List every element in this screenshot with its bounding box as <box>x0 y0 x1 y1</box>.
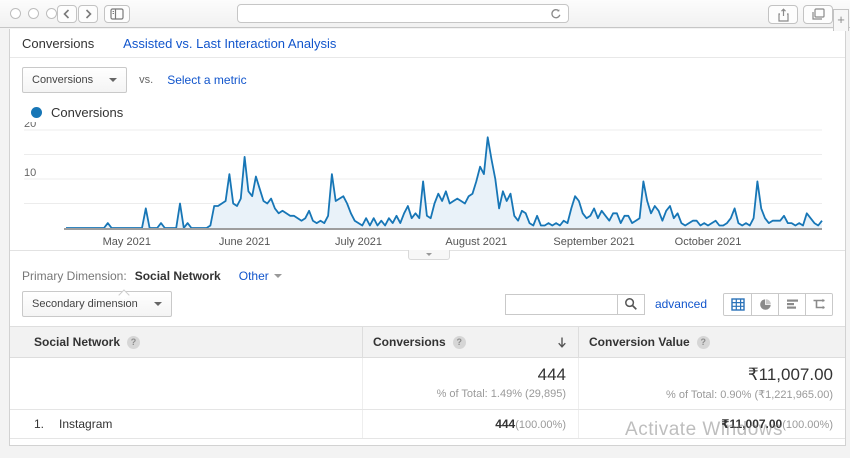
chevron-down-icon <box>109 78 118 82</box>
secondary-dimension-label: Secondary dimension <box>32 298 138 310</box>
legend-dot-icon <box>31 107 42 118</box>
row-conversion-value-cell: ₹11,007.00(100.00%) <box>578 410 845 438</box>
row-conversions-value: 444 <box>495 417 516 431</box>
svg-text:October 2021: October 2021 <box>675 236 742 248</box>
column-header-social-network[interactable]: Social Network ? <box>10 327 362 357</box>
total-conversions: 444 <box>537 365 566 384</box>
search-icon <box>625 298 637 310</box>
line-chart: 10 20 May 2021 June 2021 July 2021 August 202… <box>24 122 823 248</box>
tab-assisted-vs-last-interaction[interactable]: Assisted vs. Last Interaction Analysis <box>123 36 337 51</box>
help-icon[interactable]: ? <box>452 335 466 349</box>
row-conversions-share: (100.00%) <box>515 419 566 431</box>
browser-chrome: + <box>0 0 850 31</box>
secondary-dimension-button[interactable]: Secondary dimension <box>22 291 172 317</box>
metric-selector-bar: Conversions vs. Select a metric <box>10 58 845 99</box>
data-table: Social Network ? Conversions ? Conversio… <box>10 326 845 445</box>
table-summary-row: 444 % of Total: 1.49% (29,895) ₹11,007.0… <box>10 358 845 410</box>
svg-text:May 2021: May 2021 <box>103 236 151 248</box>
column-label: Conversion Value <box>589 335 690 349</box>
metric-dropdown-label: Conversions <box>32 74 94 86</box>
primary-dimension-label: Primary Dimension: <box>22 269 127 283</box>
column-label: Conversions <box>373 335 446 349</box>
vs-label: vs. <box>139 74 154 86</box>
row-dimension-cell: 1. Instagram <box>10 410 362 438</box>
summary-dimension-cell <box>10 358 362 409</box>
svg-text:September 2021: September 2021 <box>553 236 634 248</box>
address-bar[interactable] <box>237 4 569 23</box>
forward-button[interactable] <box>78 5 98 23</box>
chevron-left-icon <box>63 9 70 19</box>
back-button[interactable] <box>57 5 77 23</box>
tab-overview-button[interactable] <box>803 5 833 24</box>
summary-conversions-cell: 444 % of Total: 1.49% (29,895) <box>362 358 578 409</box>
pivot-view-icon <box>813 298 825 310</box>
table-toolbar-right: advanced <box>504 292 833 316</box>
new-tab-button[interactable]: + <box>833 9 849 31</box>
sort-descending-icon[interactable] <box>556 336 568 349</box>
row-rank: 1. <box>34 417 45 431</box>
bar-view-icon <box>786 299 798 309</box>
help-icon[interactable]: ? <box>127 335 141 349</box>
table-header-row: Social Network ? Conversions ? Conversio… <box>10 327 845 358</box>
column-label: Social Network <box>34 335 121 349</box>
view-performance-button[interactable] <box>778 293 805 315</box>
table-view-switcher <box>723 292 833 316</box>
window-close-icon[interactable] <box>10 8 21 19</box>
share-button[interactable] <box>768 5 798 24</box>
row-conversion-value: ₹11,007.00 <box>721 417 783 431</box>
view-pivot-button[interactable] <box>805 293 832 315</box>
row-social-network-name: Instagram <box>59 417 113 431</box>
reload-icon[interactable] <box>550 8 562 20</box>
conversions-percent-of-total: % of Total: 1.49% (29,895) <box>436 388 566 400</box>
svg-text:20: 20 <box>24 122 36 130</box>
chart-collapse-tab[interactable] <box>408 250 450 260</box>
svg-text:July 2021: July 2021 <box>335 236 382 248</box>
window-minimize-icon[interactable] <box>28 8 39 19</box>
table-row[interactable]: 1. Instagram 444(100.00%) ₹11,007.00(100… <box>10 410 845 439</box>
analytics-report-panel: Conversions Assisted vs. Last Interactio… <box>9 29 846 446</box>
search-button[interactable] <box>616 293 645 315</box>
table-spacer <box>10 439 845 445</box>
chevron-down-icon <box>426 253 432 256</box>
metric-dropdown-button[interactable]: Conversions <box>22 67 128 93</box>
window-controls[interactable] <box>10 8 57 19</box>
svg-text:June 2021: June 2021 <box>219 236 270 248</box>
summary-conversion-value-cell: ₹11,007.00 % of Total: 0.90% (₹1,221,965… <box>578 358 845 409</box>
table-toolbar: Secondary dimension advanced <box>10 289 845 326</box>
column-header-conversion-value[interactable]: Conversion Value ? <box>578 327 845 357</box>
legend-label: Conversions <box>51 105 124 120</box>
dimension-other-link[interactable]: Other <box>238 269 269 283</box>
sidebar-icon <box>110 8 124 20</box>
primary-dimension-bar: Primary Dimension: Social Network Other <box>10 262 845 301</box>
total-conversion-value: ₹11,007.00 <box>747 365 833 384</box>
column-header-conversions[interactable]: Conversions ? <box>362 327 578 357</box>
chart-divider <box>10 250 845 262</box>
conversions-chart: 10 20 May 2021 June 2021 July 2021 August 202… <box>10 120 845 250</box>
view-table-button[interactable] <box>724 293 751 315</box>
svg-text:August 2021: August 2021 <box>445 236 507 248</box>
chevron-down-icon <box>273 274 282 278</box>
window-zoom-icon[interactable] <box>46 8 57 19</box>
help-icon[interactable]: ? <box>696 335 710 349</box>
table-view-icon <box>730 297 745 311</box>
advanced-search-link[interactable]: advanced <box>654 297 707 311</box>
svg-text:10: 10 <box>24 167 36 179</box>
row-conversions-cell: 444(100.00%) <box>362 410 578 438</box>
chevron-right-icon <box>85 9 92 19</box>
row-conversion-value-share: (100.00%) <box>782 419 833 431</box>
report-tab-bar: Conversions Assisted vs. Last Interactio… <box>10 29 845 58</box>
table-search-input[interactable] <box>504 293 617 315</box>
tab-conversions[interactable]: Conversions <box>22 36 95 51</box>
select-a-metric-link[interactable]: Select a metric <box>167 73 247 87</box>
view-percentage-button[interactable] <box>751 293 778 315</box>
sidebar-toggle-button[interactable] <box>104 5 130 23</box>
chart-legend: Conversions <box>10 99 845 120</box>
pie-chart-icon <box>759 297 772 310</box>
conversion-value-percent-of-total: % of Total: 0.90% (₹1,221,965.00) <box>665 389 833 401</box>
tabs-overview-icon <box>812 8 825 20</box>
chevron-down-icon <box>153 302 162 306</box>
dimension-social-network[interactable]: Social Network <box>134 269 221 283</box>
share-icon <box>777 7 789 22</box>
